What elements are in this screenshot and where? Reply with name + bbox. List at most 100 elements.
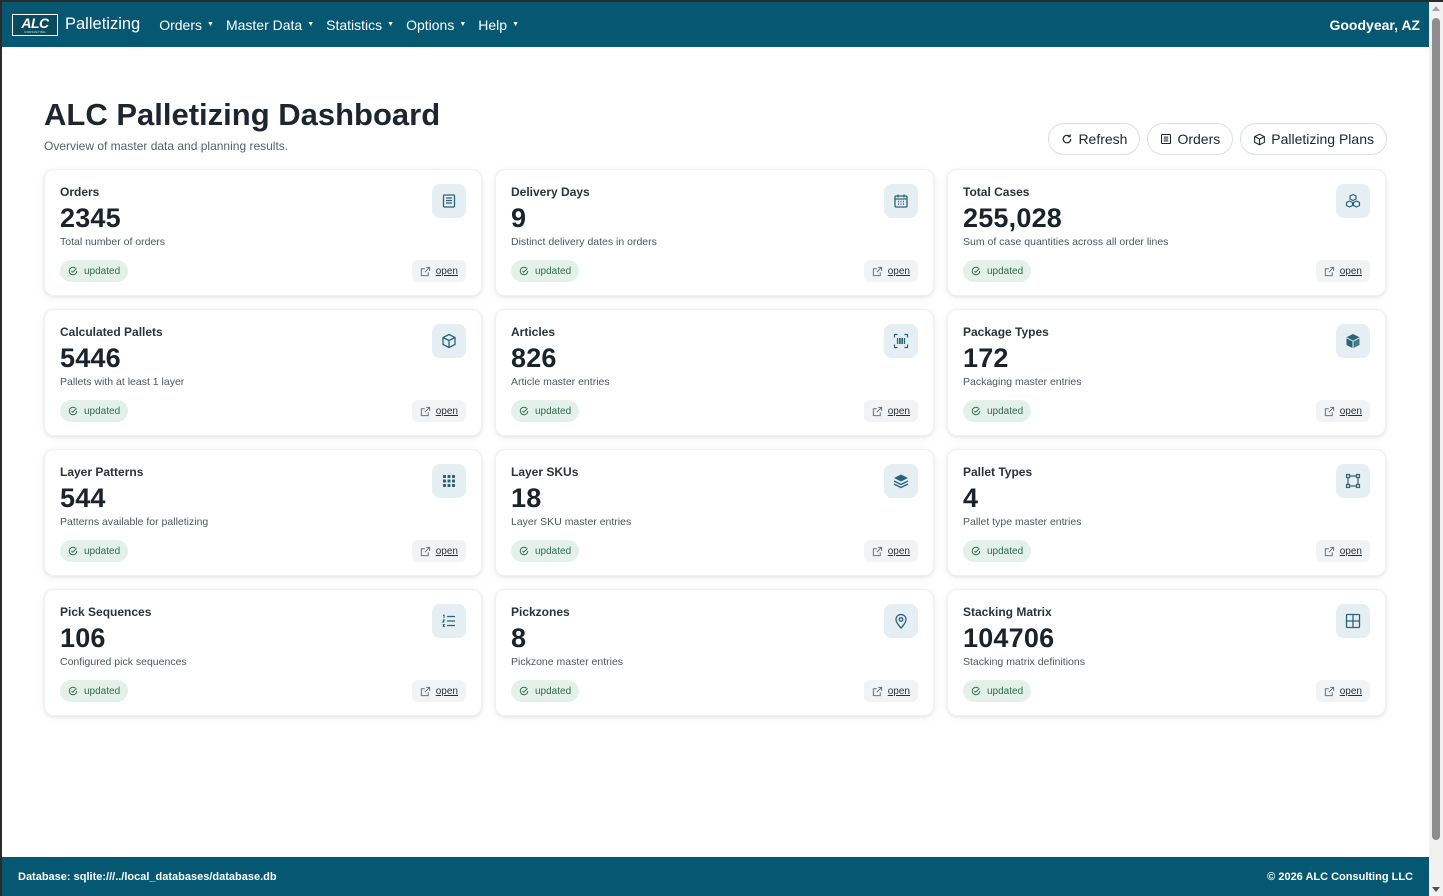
open-button[interactable]: open xyxy=(863,400,918,422)
metric-card-pickzones: Pickzones 8 Pickzone master entries upda… xyxy=(495,589,934,716)
card-title: Total Cases xyxy=(963,185,1030,199)
open-button[interactable]: open xyxy=(863,540,918,562)
status-badge: updated xyxy=(511,400,580,422)
box-outline-icon xyxy=(1253,133,1266,146)
box-filled-icon xyxy=(1336,324,1370,358)
document-list-icon xyxy=(432,184,466,218)
open-button[interactable]: open xyxy=(863,260,918,282)
metric-card-pallet-types: Pallet Types 4 Pallet type master entrie… xyxy=(947,449,1386,576)
barcode-scan-icon xyxy=(884,324,918,358)
page-title: ALC Palletizing Dashboard xyxy=(44,97,441,132)
orders-button[interactable]: Orders xyxy=(1147,123,1234,155)
external-link-icon xyxy=(1324,406,1335,417)
card-description: Distinct delivery dates in orders xyxy=(511,236,657,248)
box-outline-icon xyxy=(432,324,466,358)
card-title: Pickzones xyxy=(511,605,570,619)
menu-orders[interactable]: Orders ▼ xyxy=(159,16,214,33)
vertical-scrollbar[interactable] xyxy=(1429,2,1443,896)
chevron-down-icon: ▼ xyxy=(307,21,315,28)
external-link-icon xyxy=(420,266,431,277)
palletizing-plans-button[interactable]: Palletizing Plans xyxy=(1240,123,1387,155)
card-value: 8 xyxy=(511,623,527,653)
metric-card-total-cases: Total Cases 255,028 Sum of case quantiti… xyxy=(947,169,1386,296)
open-button[interactable]: open xyxy=(411,540,466,562)
open-button[interactable]: open xyxy=(1315,400,1370,422)
chevron-down-icon: ▼ xyxy=(459,21,467,28)
top-navbar: ALC CONSULTING Palletizing Orders ▼ Maste… xyxy=(2,2,1429,47)
status-badge: updated xyxy=(511,680,580,702)
footer: Database: sqlite:///../local_databases/d… xyxy=(2,857,1429,896)
check-circle-icon xyxy=(519,546,529,556)
check-circle-icon xyxy=(971,686,981,696)
scroll-up-icon[interactable] xyxy=(1432,6,1440,11)
location-label[interactable]: Goodyear, AZ xyxy=(1329,17,1420,33)
status-badge: updated xyxy=(60,260,129,282)
card-value: 5446 xyxy=(60,343,121,373)
card-value: 172 xyxy=(963,343,1009,373)
open-button[interactable]: open xyxy=(411,260,466,282)
card-description: Total number of orders xyxy=(60,236,166,248)
card-value: 104706 xyxy=(963,623,1055,653)
check-circle-icon xyxy=(68,686,78,696)
check-circle-icon xyxy=(519,266,529,276)
external-link-icon xyxy=(872,406,883,417)
metric-card-pick-sequences: Pick Sequences 106 Configured pick seque… xyxy=(44,589,482,716)
card-description: Patterns available for palletizing xyxy=(60,516,209,528)
card-title: Package Types xyxy=(963,325,1049,339)
open-button[interactable]: open xyxy=(863,680,918,702)
menu-master-data[interactable]: Master Data ▼ xyxy=(225,16,315,33)
card-title: Layer SKUs xyxy=(511,465,579,479)
check-circle-icon xyxy=(519,686,529,696)
status-badge: updated xyxy=(60,400,129,422)
card-value: 9 xyxy=(511,203,527,233)
card-description: Packaging master entries xyxy=(963,376,1082,388)
card-description: Pallets with at least 1 layer xyxy=(60,376,185,388)
chevron-down-icon: ▼ xyxy=(512,21,520,28)
check-circle-icon xyxy=(971,266,981,276)
open-button[interactable]: open xyxy=(1315,540,1370,562)
status-badge: updated xyxy=(60,680,129,702)
metric-card-stacking-matrix: Stacking Matrix 104706 Stacking matrix d… xyxy=(947,589,1386,716)
check-circle-icon xyxy=(68,546,78,556)
calendar-icon xyxy=(884,184,918,218)
page-subtitle: Overview of master data and planning res… xyxy=(44,139,289,153)
check-circle-icon xyxy=(519,406,529,416)
menu-statistics[interactable]: Statistics ▼ xyxy=(326,16,395,33)
external-link-icon xyxy=(872,686,883,697)
scrollbar-thumb[interactable] xyxy=(1432,18,1440,840)
external-link-icon xyxy=(1324,686,1335,697)
check-circle-icon xyxy=(971,546,981,556)
menu-help[interactable]: Help ▼ xyxy=(478,16,520,33)
external-link-icon xyxy=(420,406,431,417)
card-value: 106 xyxy=(60,623,106,653)
card-title: Calculated Pallets xyxy=(60,325,163,339)
open-button[interactable]: open xyxy=(1315,260,1370,282)
chevron-down-icon: ▼ xyxy=(387,21,395,28)
location-pin-icon xyxy=(884,604,918,638)
open-button[interactable]: open xyxy=(411,400,466,422)
card-value: 2345 xyxy=(60,203,121,233)
refresh-button[interactable]: Refresh xyxy=(1048,123,1141,155)
brand-name[interactable]: Palletizing xyxy=(65,15,141,33)
brand[interactable]: ALC CONSULTING Palletizing xyxy=(12,13,141,36)
open-button[interactable]: open xyxy=(411,680,466,702)
document-list-icon xyxy=(1160,133,1172,145)
status-badge: updated xyxy=(60,540,129,562)
metric-card-calculated-pallets: Calculated Pallets 5446 Pallets with at … xyxy=(44,309,482,436)
card-value: 255,028 xyxy=(963,203,1062,233)
menu-options[interactable]: Options ▼ xyxy=(406,16,467,33)
open-button[interactable]: open xyxy=(1315,680,1370,702)
card-description: Sum of case quantities across all order … xyxy=(963,236,1169,248)
external-link-icon xyxy=(1324,266,1335,277)
card-title: Pick Sequences xyxy=(60,605,152,619)
bounding-box-icon xyxy=(1336,464,1370,498)
ordered-list-icon xyxy=(432,604,466,638)
card-description: Stacking matrix definitions xyxy=(963,656,1085,668)
external-link-icon xyxy=(872,266,883,277)
status-badge: updated xyxy=(963,680,1032,702)
external-link-icon xyxy=(872,546,883,557)
metric-card-layer-skus: Layer SKUs 18 Layer SKU master entries u… xyxy=(495,449,934,576)
scroll-down-icon[interactable] xyxy=(1432,887,1440,892)
table-grid-icon xyxy=(1336,604,1370,638)
metric-card-package-types: Package Types 172 Packaging master entri… xyxy=(947,309,1386,436)
